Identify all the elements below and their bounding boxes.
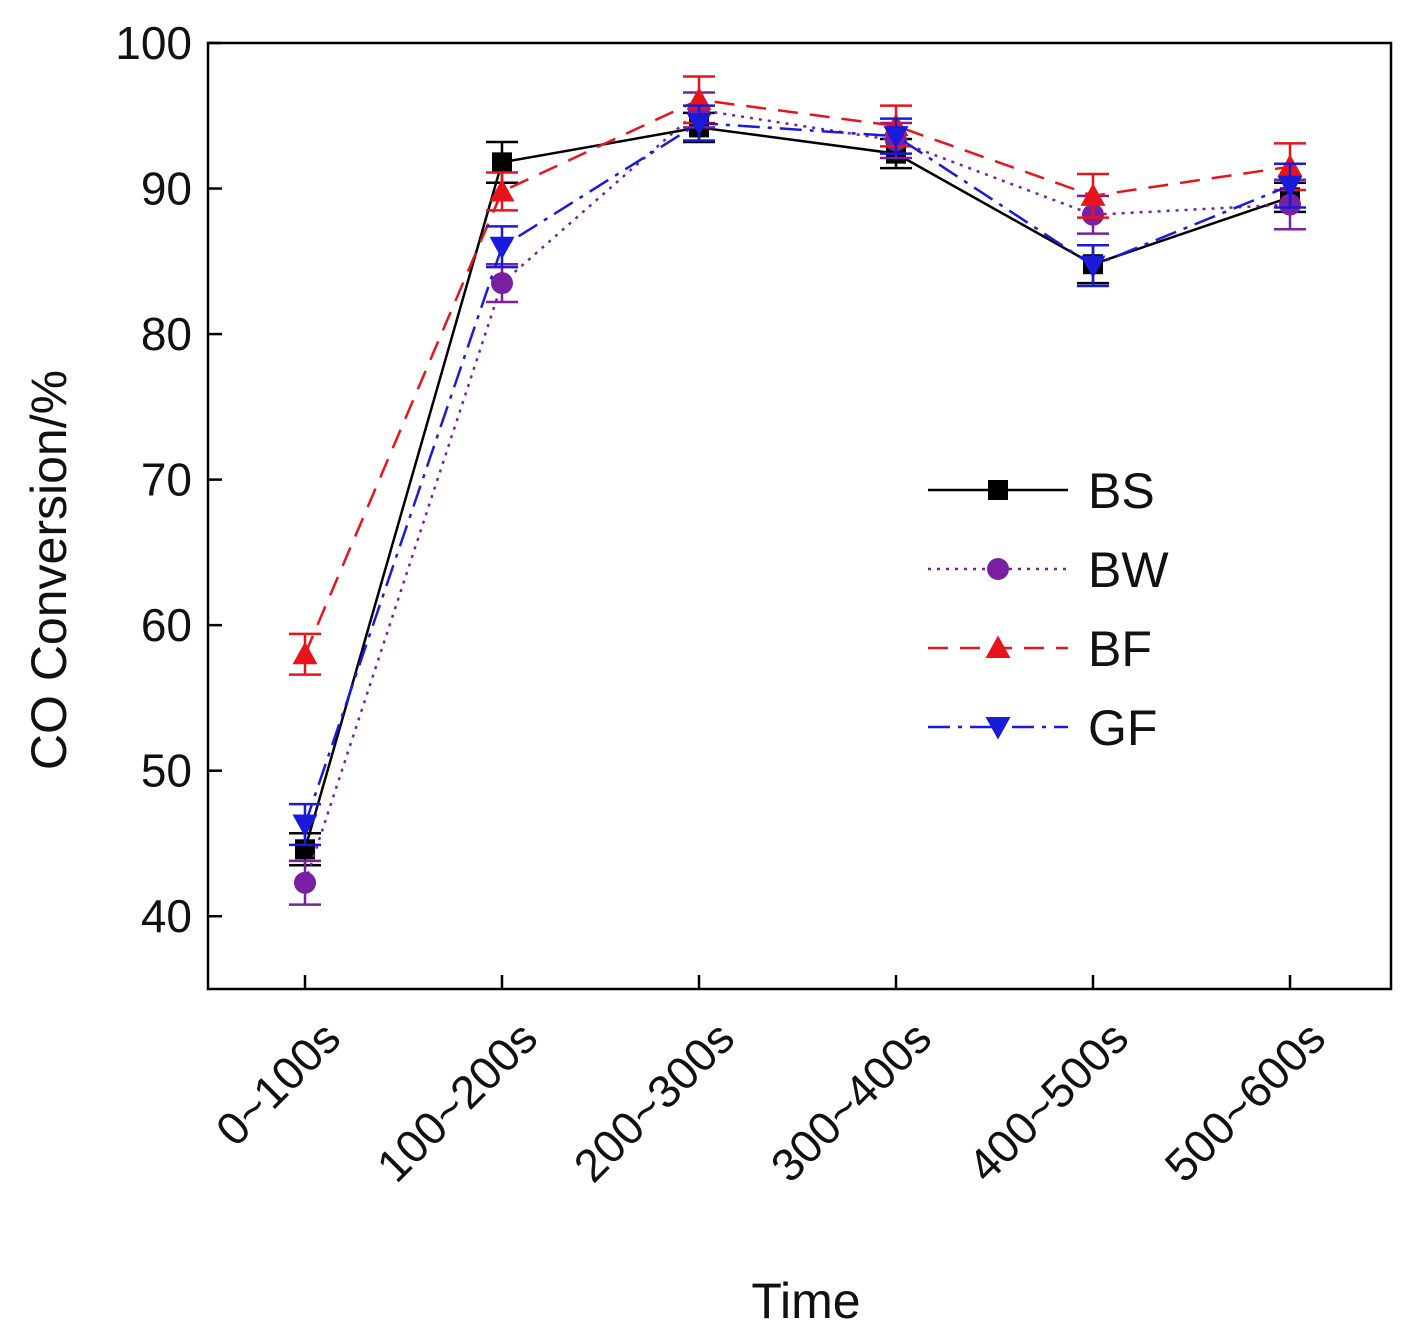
x-tick-label: 200~300s <box>563 1011 744 1192</box>
y-axis: 40 50 60 70 80 90 100 <box>115 17 222 942</box>
y-tick-label: 50 <box>141 745 192 797</box>
data-point <box>1080 255 1106 279</box>
data-point <box>489 178 515 202</box>
y-axis-label: CO Conversion/% <box>21 370 77 770</box>
x-axis: 0~100s 100~200s 200~300s 300~400s 400~500s 50… <box>206 975 1335 1192</box>
y-tick-label: 60 <box>141 599 192 651</box>
x-tick-label: 500~600s <box>1154 1011 1335 1192</box>
x-tick-label: 400~500s <box>957 1011 1138 1192</box>
y-tick-label: 70 <box>141 454 192 506</box>
legend-marker-bw <box>987 558 1009 580</box>
legend-marker-bf <box>985 635 1011 658</box>
series-layer <box>289 75 1306 906</box>
x-axis-label: Time <box>751 1273 860 1329</box>
series-line-bf <box>303 98 1291 655</box>
y-tick-label: 100 <box>115 17 192 69</box>
plot-frame <box>206 41 1393 991</box>
series-line-gf <box>303 121 1291 825</box>
legend-label-bs: BS <box>1088 463 1155 519</box>
plot-area <box>206 41 1393 991</box>
data-point <box>686 87 712 110</box>
legend: BS BW BF GF <box>928 463 1169 756</box>
legend-label-gf: GF <box>1088 700 1157 756</box>
data-point <box>489 236 515 260</box>
x-tick-label: 100~200s <box>366 1011 547 1192</box>
x-tick-label: 300~400s <box>760 1011 941 1192</box>
legend-marker-bs <box>988 480 1008 500</box>
data-point <box>292 641 318 665</box>
y-tick-label: 80 <box>141 308 192 360</box>
data-point <box>883 126 909 149</box>
data-point <box>686 113 712 136</box>
data-point <box>292 814 318 838</box>
series-gf <box>289 104 1306 847</box>
y-tick-label: 90 <box>141 163 192 215</box>
y-tick-label: 40 <box>141 890 192 942</box>
x-tick-label: 0~100s <box>206 1011 350 1155</box>
data-point <box>1080 183 1106 206</box>
legend-label-bf: BF <box>1088 621 1152 677</box>
data-point <box>491 272 513 295</box>
legend-marker-gf <box>985 717 1011 740</box>
legend-label-bw: BW <box>1088 542 1169 598</box>
data-point <box>294 871 316 894</box>
data-point <box>1277 175 1303 199</box>
data-point <box>492 152 512 173</box>
